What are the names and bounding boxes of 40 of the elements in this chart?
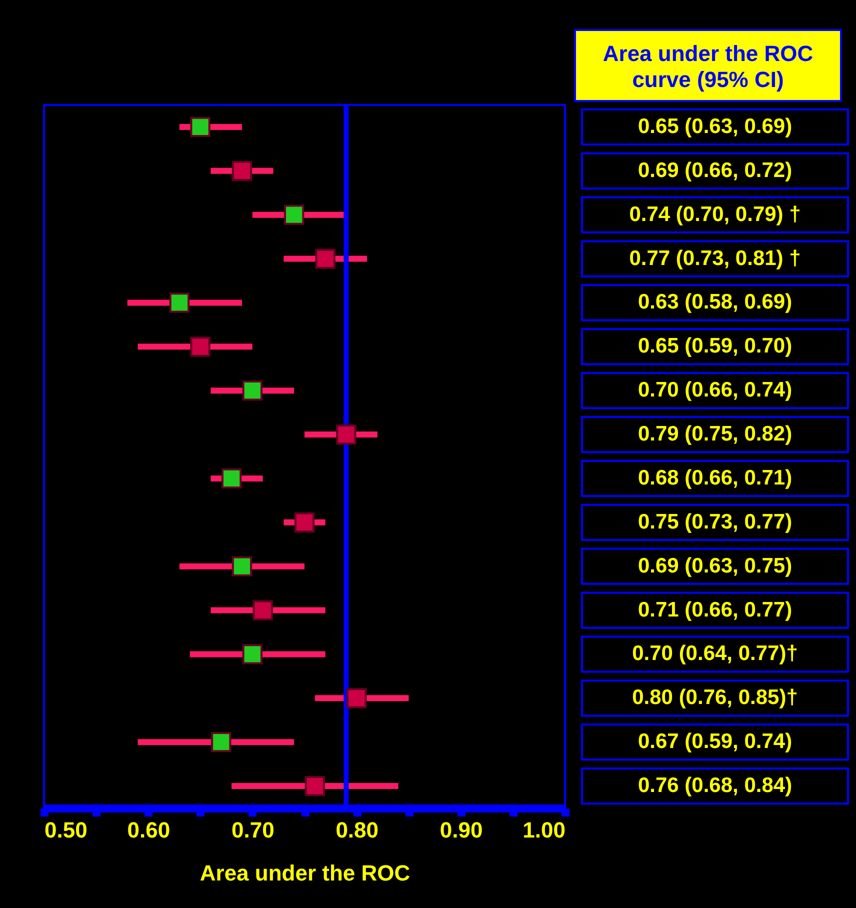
point [190, 336, 210, 357]
point [242, 380, 262, 401]
x-axis-title: Area under the ROC [200, 860, 410, 886]
data-label: 0.80 (0.76, 0.85)† [632, 686, 798, 710]
data-label: 0.67 (0.59, 0.74) [638, 730, 792, 754]
point [304, 776, 326, 796]
data-label: 0.68 (0.66, 0.71) [638, 466, 792, 490]
x-tick-label: 0.50 [44, 818, 88, 842]
data-label: 0.76 (0.68, 0.84) [638, 774, 792, 798]
data-label: 0.75 (0.73, 0.77) [638, 510, 792, 534]
data-label: 0.79 (0.75, 0.82) [638, 422, 792, 446]
x-tick-label: 0.90 [440, 818, 483, 842]
point [242, 644, 262, 664]
data-label: 0.71 (0.66, 0.77) [638, 598, 792, 622]
x-tick-label: 0.80 [336, 818, 379, 842]
data-label: 0.65 (0.59, 0.70) [638, 334, 792, 358]
data-label: 0.69 (0.63, 0.75) [638, 554, 792, 578]
point [294, 512, 315, 532]
point [336, 424, 356, 445]
point [315, 248, 336, 269]
data-label: 0.69 (0.66, 0.72) [638, 158, 792, 182]
point [284, 204, 304, 225]
data-label: 0.77 (0.73, 0.81) † [629, 246, 801, 270]
point [232, 160, 252, 181]
point [211, 732, 232, 752]
point [190, 116, 210, 138]
point [221, 468, 242, 489]
point [232, 556, 252, 576]
data-label: 0.65 (0.63, 0.69) [638, 114, 792, 138]
point [346, 688, 367, 708]
x-tick-label: 0.70 [231, 818, 274, 842]
point [169, 292, 190, 313]
data-label: 0.70 (0.66, 0.74) [638, 378, 792, 402]
data-label: 0.74 (0.70, 0.79) † [629, 202, 801, 226]
point [252, 600, 273, 620]
text: Area under the ROC curve (95% CI) [602, 41, 814, 92]
data-label: 0.70 (0.64, 0.77)† [632, 642, 798, 666]
x-tick-label: 0.60 [127, 818, 170, 842]
x-tick-label: 1.00 [522, 818, 566, 842]
data-label: 0.63 (0.58, 0.69) [638, 290, 792, 314]
